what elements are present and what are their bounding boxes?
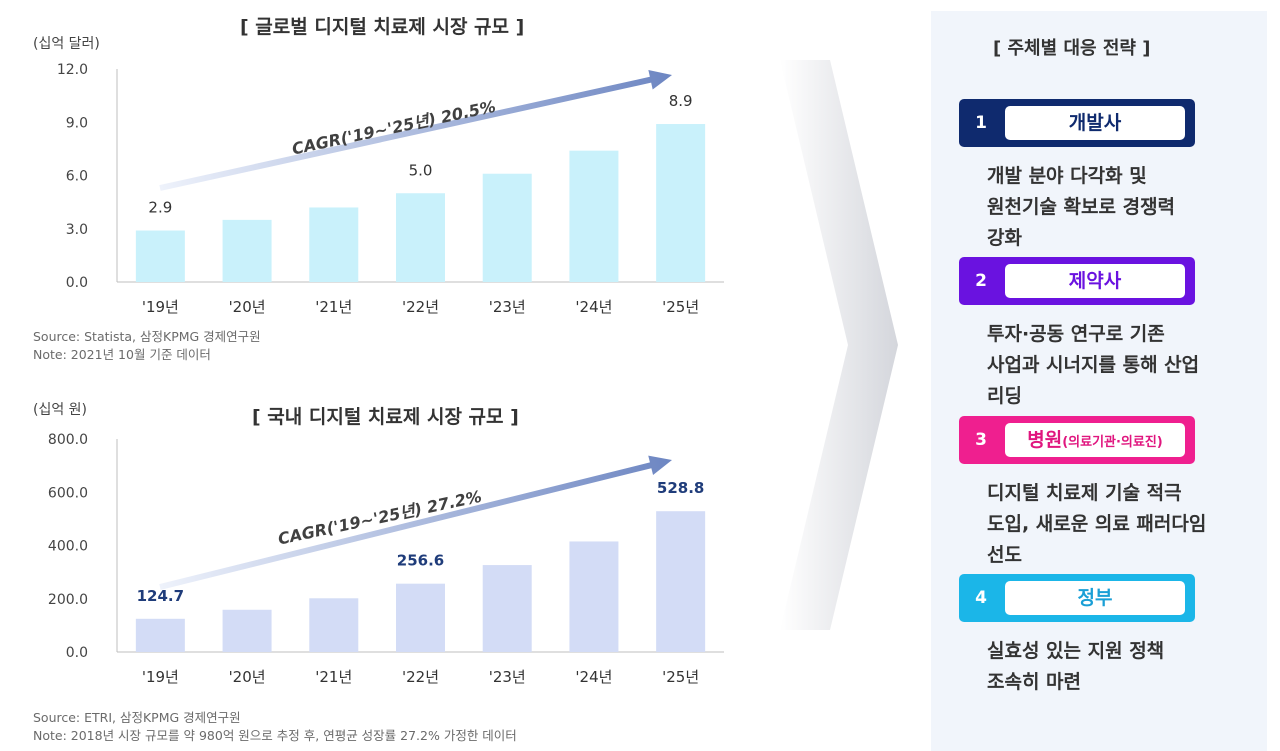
x-tick-label: '19년 (142, 668, 179, 686)
data-label: 124.7 (137, 587, 184, 605)
desc-line: 리딩 (987, 385, 1022, 407)
strategy-number: 4 (975, 588, 987, 608)
domestic-source: Source: ETRI, 삼정KPMG 경제연구원 Note: 2018년 시… (33, 709, 517, 745)
y-tick-label: 12.0 (57, 62, 88, 78)
cagr-arrow-icon (159, 455, 673, 590)
y-tick-label: 0.0 (66, 645, 88, 661)
y-tick-label: 0.0 (66, 275, 88, 291)
domestic-chart-title: [ 국내 디지털 치료제 시장 규모 ] (252, 406, 519, 428)
cagr-label: CAGR('19~'25년) 27.2% (276, 487, 483, 549)
x-tick-label: '24년 (575, 298, 612, 316)
bar (396, 193, 445, 282)
desc-line: 실효성 있는 지원 정책 (987, 640, 1165, 662)
bar (482, 565, 532, 652)
y-tick-label: 600.0 (48, 485, 88, 501)
domestic-note-text: Note: 2018년 시장 규모를 약 980억 원으로 추정 후, 연평균 … (33, 728, 517, 743)
strategy-desc-government: 실효성 있는 지원 정책 조속히 마련 (987, 636, 1265, 698)
bar (656, 511, 706, 652)
y-tick-label: 3.0 (66, 222, 88, 238)
desc-line: 조속히 마련 (987, 671, 1082, 693)
bar (222, 609, 272, 652)
y-tick-label: 800.0 (48, 432, 88, 448)
x-tick-label: '22년 (402, 668, 439, 686)
data-label: 5.0 (409, 161, 433, 179)
data-label: 2.9 (148, 199, 172, 217)
desc-line: 원천기술 확보로 경쟁력 (987, 196, 1176, 218)
x-tick-label: '25년 (662, 668, 699, 686)
data-label: 528.8 (657, 479, 704, 497)
bar (396, 583, 445, 652)
strategy-label: 개발사 (1005, 106, 1185, 140)
y-tick-label: 9.0 (66, 115, 88, 131)
x-tick-label: '21년 (315, 298, 352, 316)
data-label: 8.9 (669, 92, 693, 110)
y-tick-label: 400.0 (48, 539, 88, 555)
strategy-desc-developer: 개발 분야 다각화 및 원천기술 확보로 경쟁력 강화 (987, 161, 1265, 254)
bar (656, 124, 706, 283)
global-note-text: Note: 2021년 10월 기준 데이터 (33, 347, 211, 362)
data-label: 256.6 (397, 552, 444, 570)
desc-line: 디지털 치료제 기술 적극 (987, 482, 1182, 504)
strategy-number: 2 (975, 271, 987, 291)
bar (222, 219, 272, 282)
desc-line: 투자·공동 연구로 기존 (987, 323, 1165, 345)
strategy-desc-pharma: 투자·공동 연구로 기존 사업과 시너지를 통해 산업 리딩 (987, 319, 1265, 412)
bar (482, 173, 532, 282)
strategy-label: 제약사 (1005, 264, 1185, 298)
cagr-arrow-icon (159, 69, 672, 191)
domestic-source-text: Source: ETRI, 삼정KPMG 경제연구원 (33, 710, 241, 725)
desc-line: 강화 (987, 227, 1022, 249)
strategy-panel: [ 주체별 대응 전략 ] 1 개발사 개발 분야 다각화 및 원천기술 확보로… (931, 11, 1267, 751)
x-tick-label: '20년 (229, 668, 266, 686)
x-tick-label: '23년 (489, 668, 526, 686)
desc-line: 도입, 새로운 의료 패러다임 (987, 513, 1207, 535)
strategy-label-text: 제약사 (1068, 270, 1122, 292)
global-source: Source: Statista, 삼정KPMG 경제연구원 Note: 202… (33, 328, 261, 364)
x-tick-label: '21년 (315, 668, 352, 686)
strategy-header-pharma: 2 제약사 (959, 257, 1195, 305)
strategy-label: 정부 (1005, 581, 1185, 615)
desc-line: 사업과 시너지를 통해 산업 (987, 354, 1200, 376)
chevron-divider-icon (780, 60, 898, 630)
x-tick-label: '25년 (662, 298, 699, 316)
strategy-number: 3 (975, 430, 987, 450)
strategy-label-sub: (의료기관·의료진) (1062, 435, 1163, 450)
strategy-number: 1 (975, 113, 987, 133)
strategy-label-text: 병원 (1027, 429, 1063, 451)
domestic-market-chart: 0.0 200.0 400.0 600.0 800.0 '19년 124.7 '20년 '21년… (48, 432, 724, 686)
global-market-chart: 0.0 3.0 6.0 9.0 12.0 '19년 2.9 '20년 '21년 '22년 5.0 '2… (57, 62, 724, 316)
desc-line: 선도 (987, 544, 1022, 566)
x-tick-label: '19년 (142, 298, 179, 316)
bar (309, 598, 359, 652)
panel-title: [ 주체별 대응 전략 ] (993, 38, 1151, 59)
strategy-label: 병원(의료기관·의료진) (1005, 423, 1185, 457)
x-tick-label: '23년 (489, 298, 526, 316)
bar (569, 541, 619, 652)
cagr-label: CAGR('19~'25년) 20.5% (290, 97, 497, 159)
domestic-unit-label: (십억 원) (33, 402, 88, 418)
global-source-text: Source: Statista, 삼정KPMG 경제연구원 (33, 329, 261, 344)
x-tick-label: '20년 (229, 298, 266, 316)
strategy-desc-hospital: 디지털 치료제 기술 적극 도입, 새로운 의료 패러다임 선도 (987, 478, 1265, 571)
strategy-label-text: 개발사 (1068, 112, 1122, 134)
strategy-label-text: 정부 (1077, 587, 1113, 609)
x-tick-label: '22년 (402, 298, 439, 316)
bar (135, 230, 185, 282)
bar (569, 150, 619, 282)
global-chart-title: [ 글로벌 디지털 치료제 시장 규모 ] (240, 16, 525, 38)
strategy-header-hospital: 3 병원(의료기관·의료진) (959, 416, 1195, 464)
strategy-header-developer: 1 개발사 (959, 99, 1195, 147)
bar (309, 207, 359, 282)
desc-line: 개발 분야 다각화 및 (987, 165, 1147, 187)
y-tick-label: 6.0 (66, 169, 88, 185)
global-unit-label: (십억 달러) (33, 36, 100, 52)
bar (135, 618, 185, 652)
x-tick-label: '24년 (575, 668, 612, 686)
y-tick-label: 200.0 (48, 592, 88, 608)
strategy-header-government: 4 정부 (959, 574, 1195, 622)
